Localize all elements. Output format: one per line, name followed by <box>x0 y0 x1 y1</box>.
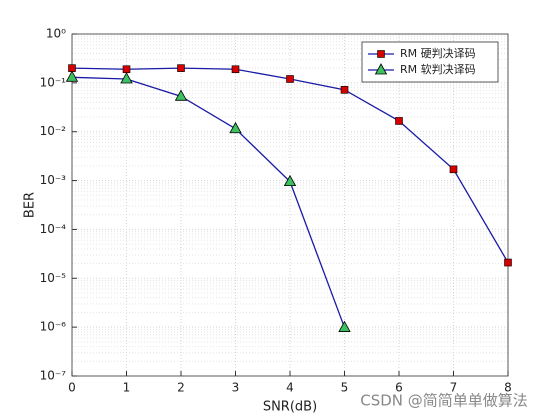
y-tick-label: 10⁻⁶ <box>40 320 67 334</box>
watermark: CSDN @简简单单做算法 <box>360 392 528 410</box>
marker <box>283 174 297 187</box>
y-tick-label: 10⁻² <box>40 124 67 138</box>
y-tick-label: 10⁻⁵ <box>40 271 67 285</box>
marker <box>338 320 351 332</box>
legend-box <box>361 41 499 83</box>
legend-marker <box>377 50 385 58</box>
marker <box>120 72 133 84</box>
marker <box>177 64 185 72</box>
y-tick-label: 10⁻³ <box>40 173 67 187</box>
marker <box>65 70 79 82</box>
x-tick-label: 2 <box>177 381 185 395</box>
x-tick-label: 5 <box>341 381 349 395</box>
marker <box>174 89 188 101</box>
marker <box>340 86 349 94</box>
x-tick-label: 8 <box>504 381 512 395</box>
y-tick-label: 10⁰ <box>46 27 66 41</box>
legend-label: RM 硬判决译码 <box>400 47 476 60</box>
x-tick-label: 7 <box>450 381 458 395</box>
marker <box>231 65 240 74</box>
marker <box>122 65 131 74</box>
legend-marker <box>374 63 388 75</box>
x-tick-label: 3 <box>232 381 240 395</box>
y-tick-label: 10⁻¹ <box>40 75 67 89</box>
x-tick-label: 0 <box>68 381 76 395</box>
series-line <box>71 76 346 328</box>
y-axis-label: BER <box>23 192 38 218</box>
x-tick-label: 4 <box>286 381 294 395</box>
x-axis-label: SNR(dB) <box>263 400 317 415</box>
marker <box>286 75 294 83</box>
legend: RM 硬判决译码 RM 软判决译码 <box>361 41 499 83</box>
legend-label: RM 软判决译码 <box>400 62 476 76</box>
y-tick-label: 10⁻⁴ <box>40 222 67 236</box>
marker <box>395 117 403 125</box>
x-tick-label: 6 <box>395 381 403 395</box>
plot-frame <box>71 33 509 377</box>
marker <box>449 165 458 174</box>
y-tick-label: 10⁻⁷ <box>40 369 67 383</box>
x-tick-label: 1 <box>123 381 131 395</box>
marker <box>504 258 512 267</box>
marker <box>229 121 242 134</box>
